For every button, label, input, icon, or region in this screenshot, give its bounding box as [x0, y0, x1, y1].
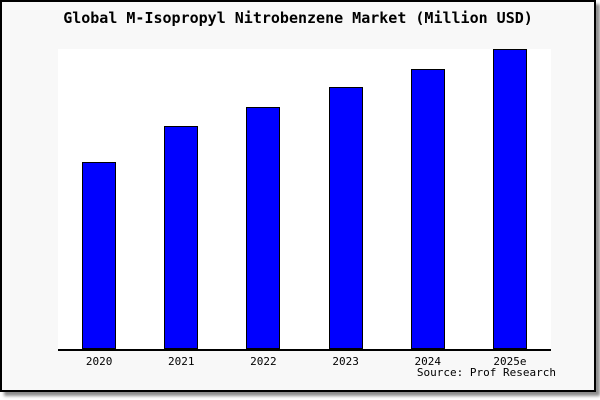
chart-title: Global M-Isopropyl Nitrobenzene Market (…	[63, 9, 533, 27]
bar-2023	[328, 87, 363, 349]
x-axis-labels: 2020 2021 2022 2023 2024 2025e	[58, 355, 551, 368]
x-tick-label-2022: 2022	[250, 355, 277, 368]
x-tick-label-2021: 2021	[168, 355, 195, 368]
x-tick-label-2024: 2024	[414, 355, 442, 368]
source-note: Source: Prof Research	[416, 366, 556, 379]
bar-2021	[164, 125, 199, 349]
bar-slot-2023	[305, 49, 387, 349]
bar-slot-2022	[222, 49, 304, 349]
chart-panel: Global M-Isopropyl Nitrobenzene Market (…	[0, 0, 596, 392]
bar-2024	[410, 69, 445, 349]
bar-2025e	[492, 49, 527, 349]
bar-slot-2024	[387, 49, 469, 349]
bar-2022	[246, 106, 281, 349]
bar-slot-2020	[58, 49, 140, 349]
bar-2020	[82, 161, 117, 349]
x-tick-label-2020: 2020	[85, 355, 113, 368]
x-tick-label-2023: 2023	[332, 355, 359, 368]
plot-area	[58, 49, 551, 351]
bar-slot-2021	[140, 49, 222, 349]
bar-slot-2025e	[469, 49, 551, 349]
x-tick-label-2025e: 2025e	[493, 355, 527, 368]
bars-container	[58, 49, 551, 349]
